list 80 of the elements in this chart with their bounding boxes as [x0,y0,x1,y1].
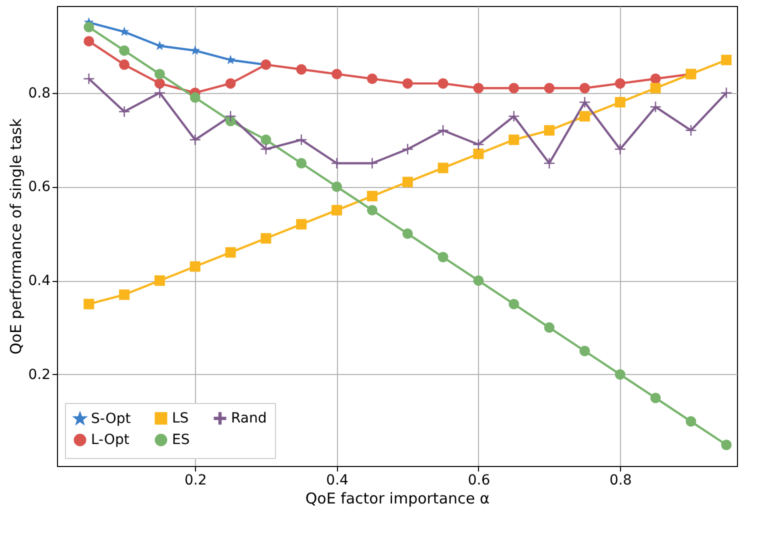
point [296,134,307,146]
point [614,78,626,89]
point [614,144,626,154]
point [508,82,520,94]
point [332,181,342,192]
y-axis-title: QoE performance of single task [7,118,26,355]
point [154,275,165,286]
y-tick-label: 0.8 [28,85,50,102]
point [154,88,165,98]
point [508,111,520,122]
point [296,158,307,168]
point [721,54,732,66]
legend-label: L-Opt [91,432,130,448]
point [438,78,448,89]
point [225,247,236,258]
point [402,176,413,188]
point [402,144,413,154]
point [332,204,342,216]
point [579,82,590,94]
y-tick-label: 0.4 [28,273,51,290]
point [190,134,200,146]
point [366,204,378,216]
point [650,74,661,84]
point [544,82,555,94]
point [119,106,130,117]
point [402,228,413,239]
point [721,88,732,98]
point [473,148,484,160]
point [438,162,448,174]
point [296,219,307,230]
x-tick-label: 0.4 [326,472,349,488]
legend-label: S-Opt [91,410,132,427]
y-tick-label: 0.2 [28,366,50,383]
point [473,82,484,94]
point [402,78,413,89]
point [366,74,378,84]
point [84,22,94,32]
point [508,134,520,146]
point [579,96,590,108]
point [154,78,165,89]
point [508,298,520,310]
y-tick-label: 0.6 [28,179,51,196]
point [614,96,626,108]
x-tick-label: 0.6 [468,472,490,488]
legend-label: Rand [231,410,267,426]
point [366,190,378,202]
point [154,68,165,80]
point [650,82,661,94]
point [544,158,555,168]
point [544,322,555,333]
point [260,233,272,244]
point [614,369,626,380]
point [260,144,272,154]
point [686,416,696,427]
point [84,74,94,84]
point [579,111,590,122]
point [190,92,200,103]
point [473,275,484,286]
x-tick-label: 0.2 [184,472,207,488]
point [119,289,130,300]
point [438,252,448,262]
point [119,59,130,70]
legend-label: ES [172,432,190,448]
legend-label: LS [172,410,189,426]
point [84,36,94,46]
x-axis-title: QoE factor importance α [305,490,490,508]
point [190,45,200,55]
point [190,261,200,272]
point [296,64,307,75]
point [332,68,342,80]
point [119,45,130,56]
point [84,298,94,310]
point [650,392,661,404]
point [225,111,236,122]
point [721,440,732,450]
point [544,125,555,136]
point [579,346,590,356]
x-tick-label: 0.8 [609,472,632,488]
point [225,78,236,89]
point [260,134,272,146]
